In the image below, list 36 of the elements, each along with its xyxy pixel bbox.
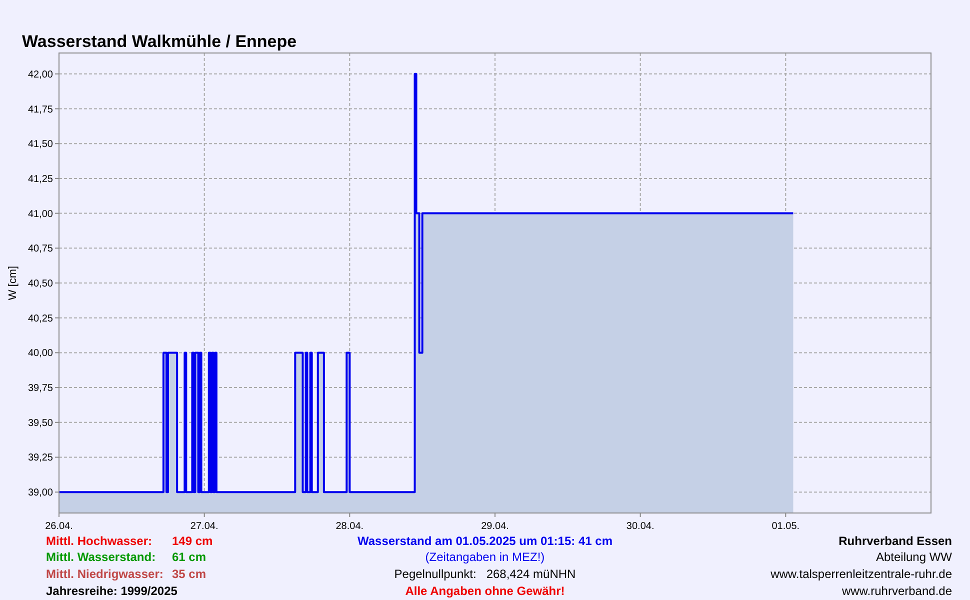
x-tick-label: 30.04. bbox=[626, 521, 654, 532]
chart-title: Wasserstand Walkmühle / Ennepe bbox=[22, 32, 297, 51]
y-tick-label: 40,75 bbox=[28, 244, 54, 255]
text: Ruhrverband Essen bbox=[838, 534, 952, 548]
text: Pegelnullpunkt: 268,424 müNHN bbox=[394, 567, 576, 581]
text: Mittl. Niedrigwasser: bbox=[46, 567, 164, 581]
y-tick-label: 39,75 bbox=[28, 383, 54, 394]
text: 35 cm bbox=[172, 567, 206, 581]
text: Mittl. Hochwasser: bbox=[46, 534, 152, 548]
text: 61 cm bbox=[172, 550, 206, 564]
y-tick-label: 40,25 bbox=[28, 313, 54, 324]
x-tick-label: 29.04. bbox=[481, 521, 509, 532]
text: Jahresreihe: 1999/2025 bbox=[46, 584, 178, 598]
y-tick-label: 41,25 bbox=[28, 174, 54, 185]
text: www.talsperrenleitzentrale-ruhr.de bbox=[770, 567, 952, 581]
y-tick-label: 39,50 bbox=[28, 418, 54, 429]
text: (Zeitangaben in MEZ!) bbox=[425, 550, 545, 564]
text: Wasserstand am 01.05.2025 um 01:15: 41 cm bbox=[357, 534, 613, 548]
y-tick-label: 42,00 bbox=[28, 69, 54, 80]
text: Mittl. Wasserstand: bbox=[46, 550, 156, 564]
x-tick-label: 28.04. bbox=[336, 521, 364, 532]
text: 149 cm bbox=[172, 534, 213, 548]
y-tick-label: 41,50 bbox=[28, 139, 54, 150]
y-tick-label: 39,00 bbox=[28, 488, 54, 499]
x-tick-label: 01.05. bbox=[772, 521, 800, 532]
text: Abteilung WW bbox=[876, 550, 953, 564]
text: Alle Angaben ohne Gewähr! bbox=[405, 584, 565, 598]
y-axis-title: W [cm] bbox=[7, 266, 19, 300]
x-tick-label: 26.04. bbox=[45, 521, 73, 532]
x-tick-label: 27.04. bbox=[190, 521, 218, 532]
y-tick-label: 39,25 bbox=[28, 452, 54, 464]
y-tick-label: 41,75 bbox=[28, 104, 54, 116]
y-tick-label: 40,00 bbox=[28, 348, 54, 360]
y-tick-label: 41,00 bbox=[28, 208, 54, 220]
y-tick-label: 40,50 bbox=[28, 278, 54, 290]
text: www.ruhrverband.de bbox=[840, 584, 952, 598]
